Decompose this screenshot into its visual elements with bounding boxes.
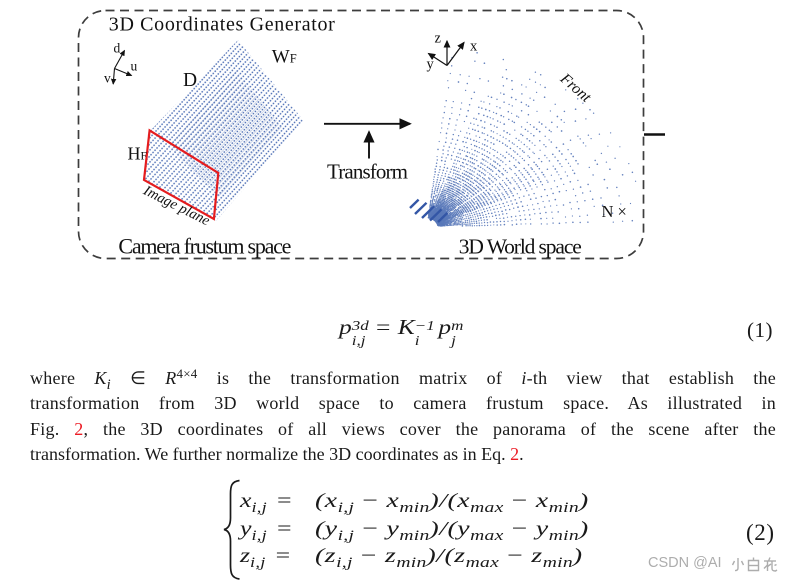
svg-text:WF: WF xyxy=(272,47,297,68)
svg-text:d: d xyxy=(114,41,121,56)
svg-text:HF: HF xyxy=(128,144,148,164)
svg-text:Transform: Transform xyxy=(327,159,408,183)
svg-text:Front: Front xyxy=(556,70,595,107)
svg-text:x: x xyxy=(470,39,478,55)
svg-text:3D World space: 3D World space xyxy=(459,235,582,259)
svg-text:Camera frustum space: Camera frustum space xyxy=(118,234,291,259)
svg-text:u: u xyxy=(131,59,138,74)
svg-text:D: D xyxy=(183,70,197,91)
svg-text:z: z xyxy=(435,31,442,47)
svg-text:3D Coordinates Generator: 3D Coordinates Generator xyxy=(109,13,335,35)
svg-text:v: v xyxy=(104,71,111,86)
svg-text:N ×: N × xyxy=(602,202,627,221)
svg-text:y: y xyxy=(427,57,435,73)
